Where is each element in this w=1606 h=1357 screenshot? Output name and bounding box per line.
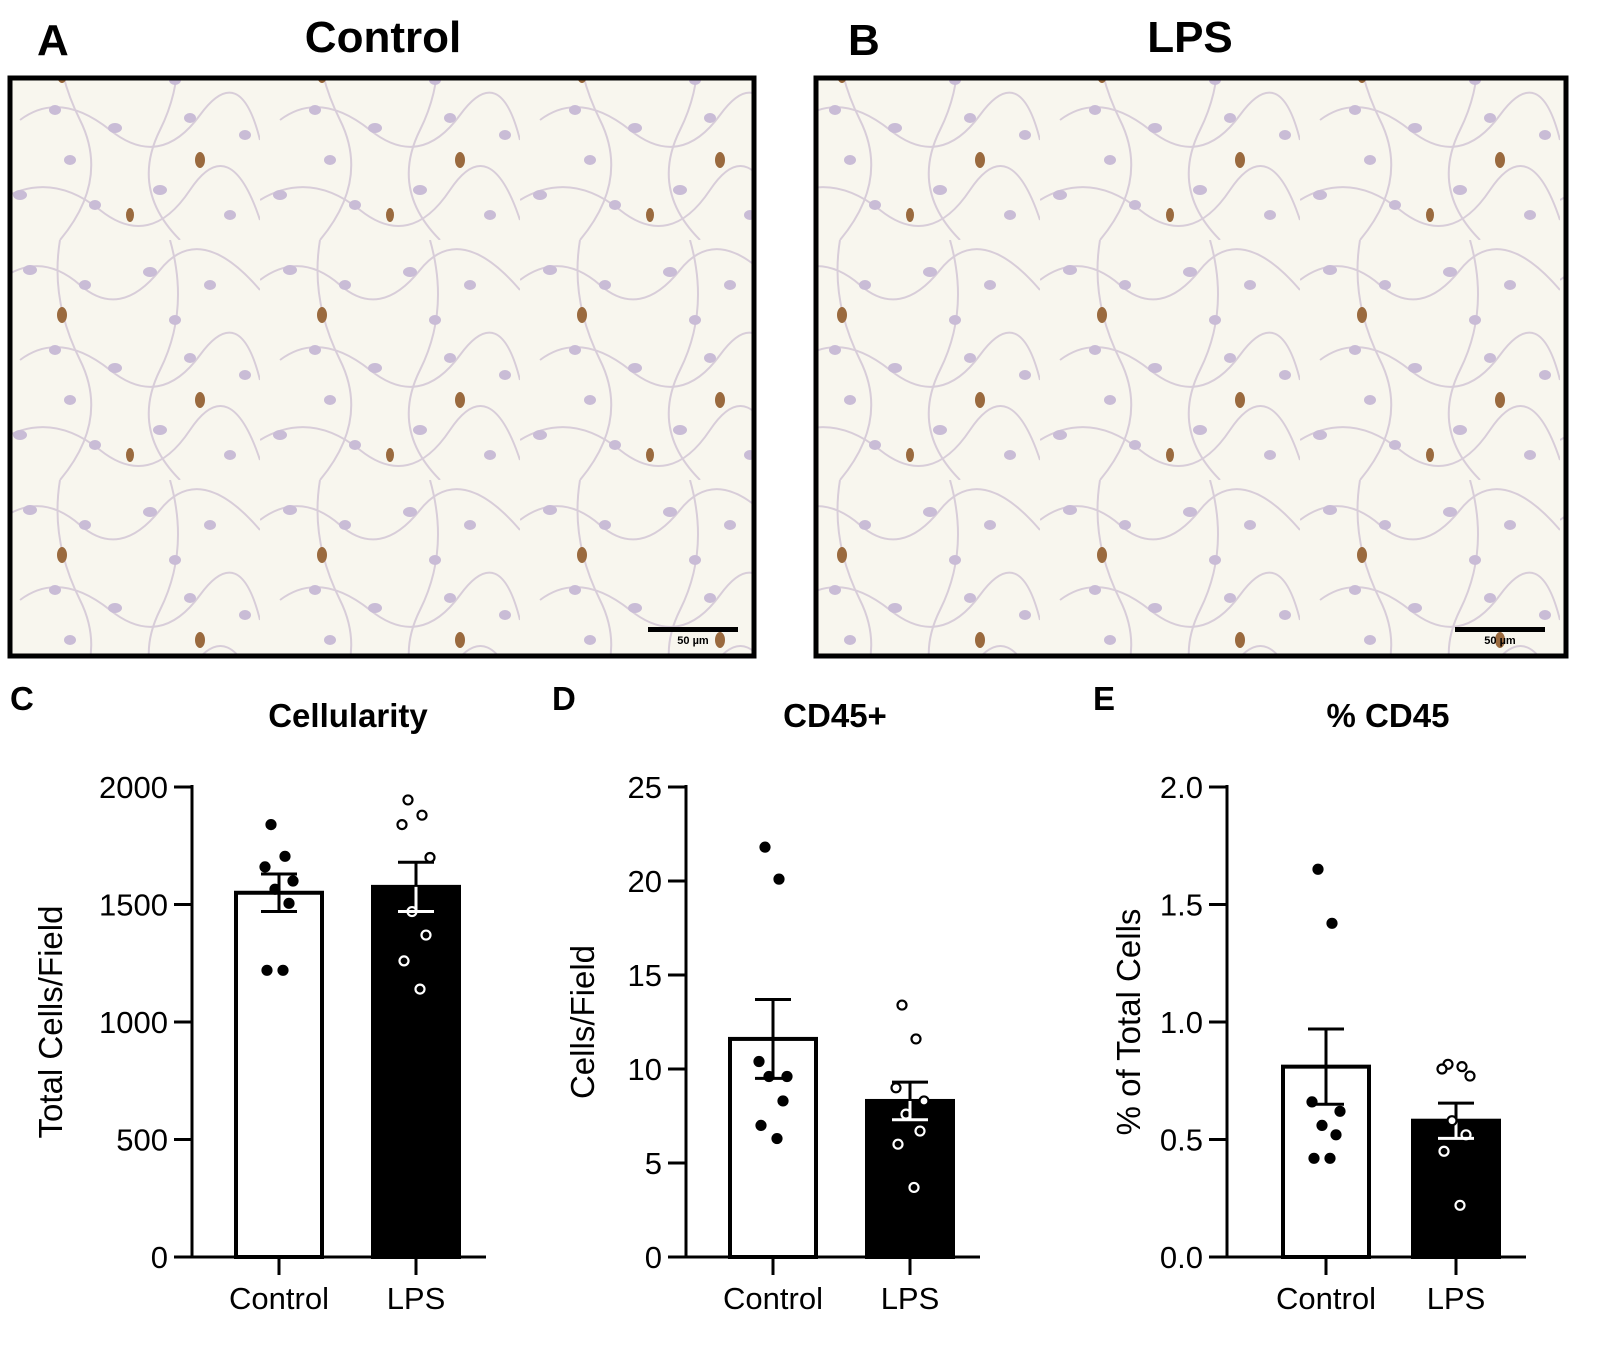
y-tick-label: 0 [151,1240,168,1275]
data-point-control [771,1132,783,1145]
panel-a-title: Control [305,13,461,62]
chart-cellularity: Cellularity Total Cells/Field 0 500 1000 1500… [32,697,486,1316]
data-point-lps [1436,1063,1448,1075]
data-point-control [1306,1096,1318,1108]
data-point-control [755,1119,767,1132]
data-point-control [1324,1152,1336,1164]
y-tick-label: 1.5 [1160,888,1203,923]
data-point-control [759,841,771,853]
data-point-control [781,1070,793,1083]
y-tick-label: 1.0 [1160,1005,1203,1040]
chart-title: Cellularity [268,697,428,734]
data-point-lps [1456,1061,1468,1073]
panel-b-title: LPS [1147,13,1233,62]
data-point-control [773,873,785,885]
y-tick-label: 25 [628,770,662,805]
y-axis-label: % of Total Cells [1110,909,1147,1136]
data-point-lps [1460,1129,1472,1141]
chart-cd45: CD45+ Cells/Field 0 5 10 15 20 25 Control LPS [564,697,980,1316]
y-tick-label: 2.0 [1160,770,1203,805]
data-point-control [1312,863,1324,875]
y-tick-label: 20 [628,864,662,899]
data-point-lps [396,818,408,831]
bar-control [234,890,324,1259]
data-point-lps [402,794,414,806]
scale-bar-lps [1455,627,1545,632]
y-tick-label: 0 [645,1240,662,1275]
y-tick-label: 1500 [99,888,168,923]
data-point-control [1308,1152,1320,1164]
data-point-control [259,861,271,873]
data-point-control [1330,1129,1342,1141]
data-point-control [1334,1105,1346,1117]
y-tick-label: 0.5 [1160,1123,1203,1158]
data-point-lps [1454,1199,1466,1211]
data-point-lps [424,851,436,864]
y-tick-label: 5 [645,1146,662,1181]
data-point-control [1326,917,1338,929]
y-tick-label: 15 [628,958,662,993]
data-point-lps [398,955,410,967]
y-tick-label: 10 [628,1052,662,1087]
scale-bar-control [648,627,738,632]
data-point-control [287,875,299,887]
data-point-control [1316,1119,1328,1132]
data-point-control [777,1095,789,1107]
y-axis-label: Total Cells/Field [32,906,69,1139]
x-tick-label: LPS [387,1281,446,1316]
panel-c-letter: C [10,680,34,717]
data-point-lps [918,1095,930,1107]
chart-title: % CD45 [1327,697,1450,734]
data-point-lps [910,1033,922,1045]
panel-b-letter: B [848,16,880,65]
data-point-control [279,850,291,862]
y-axis-label: Cells/Field [564,945,601,1099]
micrograph-lps: 50 µm [813,75,1569,659]
scale-bar-lps-label: 50 µm [1484,635,1516,647]
bar-lps [1411,1118,1501,1259]
data-point-lps [896,999,908,1011]
data-point-control [283,897,295,909]
data-point-lps [414,983,426,995]
panel-e-letter: E [1093,680,1115,717]
data-point-lps [900,1108,912,1120]
bar-lps [865,1098,955,1259]
x-tick-label: LPS [881,1281,940,1316]
x-tick-label: LPS [1427,1281,1486,1316]
chart-percent-cd45: % CD45 % of Total Cells 0.0 0.5 1.0 1.5 2.0 Con… [1110,697,1526,1316]
bar-lps [371,884,461,1259]
panel-a-letter: A [37,16,69,65]
data-point-lps [892,1138,904,1150]
data-point-lps [1446,1115,1458,1127]
data-point-control [269,883,281,895]
data-point-control [763,1070,775,1083]
y-tick-label: 500 [116,1123,168,1158]
data-point-lps [1438,1145,1450,1157]
data-point-lps [914,1125,926,1137]
chart-title: CD45+ [783,697,887,734]
y-tick-label: 1000 [99,1005,168,1040]
data-point-control [277,964,289,976]
x-tick-label: Control [229,1281,329,1316]
x-tick-label: Control [1276,1281,1376,1316]
data-point-lps [420,929,432,941]
y-tick-label: 0.0 [1160,1240,1203,1275]
y-tick-label: 2000 [99,770,168,805]
data-point-lps [1464,1070,1476,1082]
micrograph-control: 50 µm [7,75,757,659]
data-point-lps [416,809,428,821]
data-point-lps [406,905,418,918]
x-tick-label: Control [723,1281,823,1316]
data-point-control [753,1055,765,1068]
panel-d-letter: D [552,680,576,717]
scale-bar-control-label: 50 µm [677,635,709,647]
data-point-control [265,818,277,831]
data-point-control [261,964,273,976]
data-point-lps [908,1181,920,1194]
data-point-lps [890,1082,902,1094]
